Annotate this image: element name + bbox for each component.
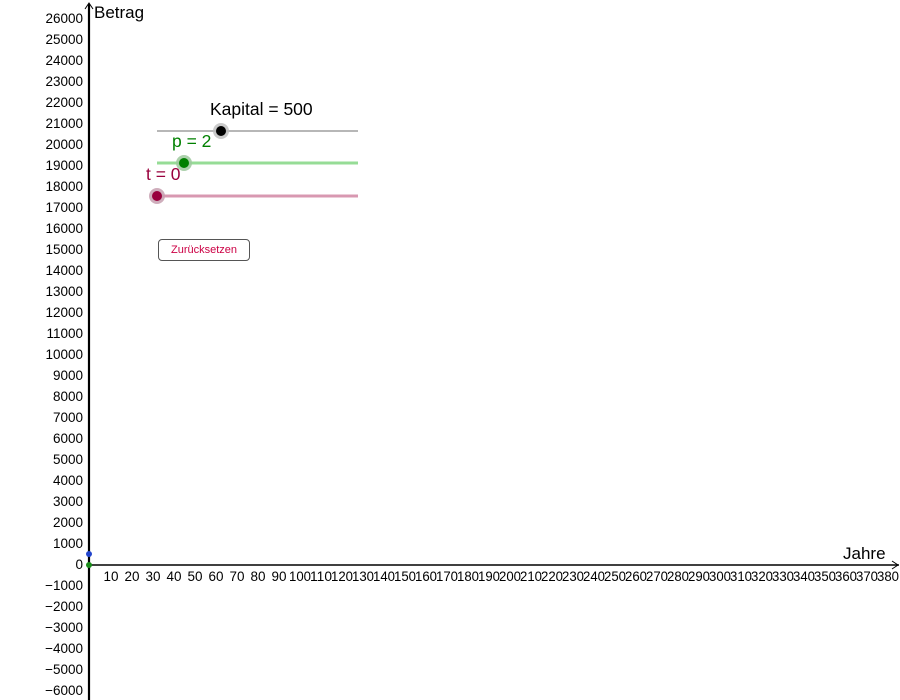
x-tick-label: 250: [604, 569, 626, 584]
x-axis-ticks: 10 20 30 40 50 60 70 80 90 100 110 120 130 140 150 160 1…: [104, 569, 900, 584]
y-tick-label: 10000: [45, 347, 83, 362]
y-tick-label: 7000: [53, 410, 83, 425]
x-tick-label: 200: [499, 569, 521, 584]
x-tick-label: 150: [394, 569, 416, 584]
x-tick-label: 10: [104, 569, 119, 584]
y-tick-label: −6000: [45, 683, 83, 698]
x-tick-label: 120: [331, 569, 353, 584]
x-tick-label: 280: [667, 569, 689, 584]
kapital-slider-caption: Kapital = 500: [210, 99, 313, 119]
x-tick-label: 290: [688, 569, 710, 584]
x-tick-label: 260: [625, 569, 647, 584]
x-tick-label: 310: [730, 569, 752, 584]
x-tick-label: 20: [125, 569, 140, 584]
y-tick-label: −5000: [45, 662, 83, 677]
y-tick-label: 0: [75, 557, 83, 572]
y-tick-label: 20000: [45, 137, 83, 152]
x-tick-label: 140: [373, 569, 395, 584]
x-tick-label: 80: [251, 569, 266, 584]
y-tick-label: 11000: [46, 326, 83, 341]
x-tick-label: 240: [583, 569, 605, 584]
x-tick-label: 90: [272, 569, 287, 584]
t-slider-handle[interactable]: [152, 191, 162, 201]
green-point[interactable]: [86, 562, 92, 568]
y-tick-label: 3000: [53, 494, 83, 509]
y-tick-label: −2000: [45, 599, 83, 614]
y-tick-label: 1000: [53, 536, 83, 551]
x-tick-label: 30: [146, 569, 161, 584]
y-tick-label: 17000: [45, 200, 83, 215]
y-axis-ticks: 2600025000240002300022000210002000019000…: [45, 11, 83, 698]
y-tick-label: 23000: [45, 74, 83, 89]
x-tick-label: 70: [230, 569, 245, 584]
x-tick-label: 220: [541, 569, 563, 584]
x-tick-label: 130: [352, 569, 374, 584]
x-tick-label: 380: [877, 569, 899, 584]
y-axis-label: Betrag: [94, 3, 144, 22]
x-tick-label: 50: [188, 569, 203, 584]
y-tick-label: 2000: [53, 515, 83, 530]
y-tick-label: 15000: [45, 242, 83, 257]
y-tick-label: 25000: [45, 32, 83, 47]
p-slider[interactable]: p = 2: [157, 131, 358, 171]
x-tick-label: 170: [436, 569, 458, 584]
y-tick-label: −3000: [45, 620, 83, 635]
y-tick-label: 9000: [53, 368, 83, 383]
y-tick-label: 22000: [45, 95, 83, 110]
y-tick-label: 16000: [45, 221, 83, 236]
y-tick-label: 4000: [53, 473, 83, 488]
x-tick-label: 60: [209, 569, 224, 584]
y-tick-label: 5000: [53, 452, 83, 467]
y-tick-label: −1000: [45, 578, 83, 593]
x-tick-label: 100: [289, 569, 311, 584]
p-slider-handle[interactable]: [179, 158, 189, 168]
x-tick-label: 160: [415, 569, 437, 584]
y-tick-label: 14000: [45, 263, 83, 278]
x-axis-arrow-icon: [891, 560, 899, 570]
x-tick-label: 180: [457, 569, 479, 584]
x-tick-label: 190: [478, 569, 500, 584]
y-tick-label: 19000: [45, 158, 83, 173]
y-tick-label: 18000: [45, 179, 83, 194]
x-axis-label: Jahre: [843, 544, 886, 563]
x-tick-label: 270: [646, 569, 668, 584]
t-slider[interactable]: t = 0: [146, 164, 358, 204]
x-tick-label: 360: [835, 569, 857, 584]
blue-point[interactable]: [86, 551, 92, 557]
t-slider-caption: t = 0: [146, 164, 181, 184]
y-axis-arrow-icon: [84, 2, 94, 10]
y-tick-label: 8000: [53, 389, 83, 404]
y-tick-label: 26000: [45, 11, 83, 26]
x-tick-label: 40: [167, 569, 182, 584]
x-tick-label: 340: [793, 569, 815, 584]
kapital-slider[interactable]: Kapital = 500: [157, 99, 358, 139]
p-slider-caption: p = 2: [172, 131, 211, 151]
reset-button[interactable]: Zurücksetzen: [158, 239, 250, 261]
x-tick-label: 320: [751, 569, 773, 584]
y-tick-label: −4000: [45, 641, 83, 656]
x-tick-label: 230: [562, 569, 584, 584]
kapital-slider-handle[interactable]: [216, 126, 226, 136]
x-tick-label: 330: [772, 569, 794, 584]
y-tick-label: 6000: [53, 431, 83, 446]
y-tick-label: 12000: [45, 305, 83, 320]
x-tick-label: 350: [814, 569, 836, 584]
y-tick-label: 24000: [45, 53, 83, 68]
x-tick-label: 210: [520, 569, 542, 584]
x-tick-label: 370: [856, 569, 878, 584]
x-tick-label: 110: [310, 569, 332, 584]
x-tick-label: 300: [709, 569, 731, 584]
y-tick-label: 13000: [45, 284, 83, 299]
y-tick-label: 21000: [45, 116, 83, 131]
